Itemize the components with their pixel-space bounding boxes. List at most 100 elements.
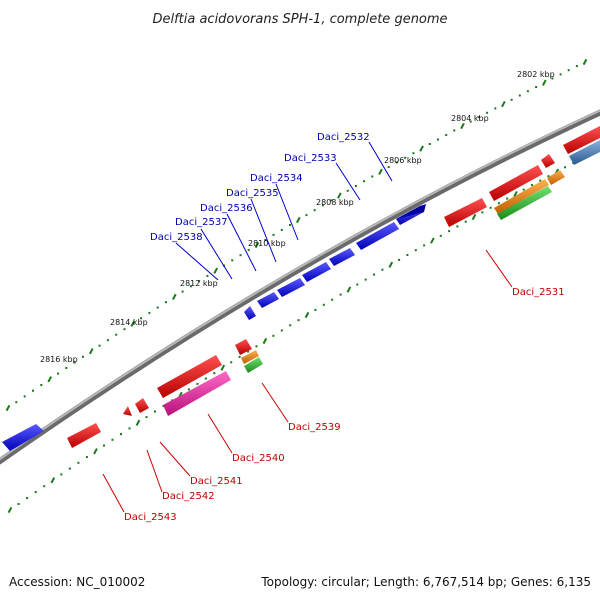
gene-feature-red-upper-c[interactable]: [563, 126, 600, 154]
minor-tick-dot: [313, 209, 316, 212]
minor-tick-dot: [497, 202, 500, 205]
gene-label-2539[interactable]: Daci_2539: [288, 422, 341, 433]
gene-feature-2543[interactable]: [67, 423, 101, 448]
minor-tick-dot: [115, 333, 118, 336]
gene-label-2537[interactable]: Daci_2537: [175, 217, 228, 228]
gene-feature-2536[interactable]: [277, 278, 305, 297]
gene-feature-left-blue[interactable]: [2, 424, 44, 451]
minor-tick-dot: [123, 328, 126, 331]
gene-feature-2533[interactable]: [356, 222, 399, 250]
gene-label-2542[interactable]: Daci_2542: [162, 491, 215, 502]
minor-tick-dot: [414, 249, 417, 252]
minor-tick-dot: [40, 384, 43, 386]
minor-tick-dot: [238, 355, 241, 358]
leader-lines: [102, 141, 513, 513]
minor-tick-dot: [289, 324, 292, 327]
minor-tick-dot: [494, 107, 497, 110]
minor-tick-dot: [456, 225, 459, 228]
gene-feature-red-upper-b[interactable]: [541, 154, 555, 168]
minor-tick-dot: [551, 77, 554, 80]
minor-tick-dot: [331, 298, 334, 301]
minor-tick-dot: [469, 120, 472, 123]
major-tick-mark: [93, 448, 98, 455]
gene-feature-2541[interactable]: [135, 398, 149, 413]
minor-tick-dot: [297, 319, 300, 322]
gene-feature-red-upper-a[interactable]: [489, 165, 543, 201]
tick-labels: 2802 kbp 2804 kbp 2806 kbp 2808 kbp 2810…: [40, 70, 555, 364]
gene-feature-2535[interactable]: [302, 262, 331, 282]
minor-tick-dot: [522, 188, 525, 191]
major-tick-mark: [296, 216, 301, 224]
minor-tick-dot: [187, 388, 190, 391]
major-tick-mark: [471, 213, 477, 221]
gene-label-2536[interactable]: Daci_2536: [200, 203, 253, 214]
gene-label-2535[interactable]: Daci_2535: [226, 188, 279, 199]
minor-tick-dot: [98, 344, 101, 347]
gene-label-2543[interactable]: Daci_2543: [124, 512, 177, 523]
gene-label-2532[interactable]: Daci_2532: [317, 132, 370, 143]
gene-labels-forward: Daci_2532 Daci_2533 Daci_2534 Daci_2535 …: [150, 132, 370, 243]
minor-tick-dot: [206, 274, 209, 277]
minor-tick-dot: [354, 185, 357, 187]
gene-feature-2538[interactable]: [244, 306, 256, 320]
minor-tick-dot: [539, 179, 542, 182]
gene-label-2540[interactable]: Daci_2540: [232, 453, 285, 464]
gene-feature-2542[interactable]: [123, 406, 132, 416]
gene-label-2531[interactable]: Daci_2531: [512, 287, 565, 298]
minor-tick-dot: [464, 220, 467, 223]
minor-tick-dot: [339, 293, 342, 296]
minor-tick-dot: [34, 491, 37, 494]
accession-text: Accession: NC_010002: [9, 575, 145, 589]
minor-tick-dot: [506, 197, 509, 200]
gene-feature-2531[interactable]: [444, 198, 487, 227]
tick-label-2814: 2814 kbp: [110, 318, 148, 327]
gene-feature-2532[interactable]: [396, 204, 426, 225]
minor-tick-dot: [26, 497, 29, 499]
minor-tick-dot: [381, 268, 384, 271]
minor-tick-dot: [406, 254, 409, 256]
tick-label-2806: 2806 kbp: [384, 156, 422, 165]
minor-tick-dot: [423, 244, 426, 247]
minor-tick-dot: [239, 254, 242, 257]
gene-label-2533[interactable]: Daci_2533: [284, 153, 337, 164]
minor-tick-dot: [526, 90, 529, 93]
gene-feature-2537[interactable]: [257, 292, 279, 308]
minor-tick-dot: [346, 189, 349, 192]
minor-tick-dot: [43, 485, 46, 488]
minor-tick-dot: [535, 86, 538, 88]
gene-feature-2540[interactable]: [157, 355, 231, 416]
major-tick-mark: [501, 100, 506, 108]
minor-tick-dot: [396, 161, 398, 164]
minor-tick-dot: [280, 228, 283, 231]
gene-feature-2539[interactable]: [235, 339, 263, 373]
minor-tick-dot: [477, 116, 480, 119]
minor-tick-dot: [439, 234, 442, 237]
major-tick-mark: [47, 376, 52, 383]
minor-tick-dot: [356, 283, 359, 286]
minor-tick-dot: [106, 339, 109, 342]
minor-tick-dot: [82, 355, 84, 358]
outer-dotted-track: [5, 58, 588, 412]
gene-feature-green-upper[interactable]: [497, 186, 552, 220]
gene-feature-orange-upper[interactable]: [494, 170, 565, 214]
minor-tick-dot: [559, 73, 562, 76]
gene-feature-steel-blue[interactable]: [569, 140, 600, 165]
major-tick-mark: [513, 190, 518, 198]
gene-label-2541[interactable]: Daci_2541: [190, 476, 243, 487]
topology-text: Topology: circular; Length: 6,767,514 bp…: [260, 575, 591, 589]
minor-tick-dot: [77, 461, 80, 464]
major-tick-mark: [135, 419, 141, 426]
gene-label-2534[interactable]: Daci_2534: [250, 173, 303, 184]
gene-feature-2534[interactable]: [329, 248, 355, 266]
minor-tick-dot: [437, 138, 439, 141]
minor-tick-dot: [111, 438, 114, 441]
major-tick-mark: [5, 404, 11, 412]
minor-tick-dot: [567, 69, 570, 72]
minor-tick-dot: [575, 65, 578, 68]
minor-tick-dot: [387, 166, 390, 169]
reverse-strand-genes: [67, 126, 600, 448]
tick-label-2812: 2812 kbp: [180, 279, 218, 288]
gene-label-2538[interactable]: Daci_2538: [150, 232, 203, 243]
minor-tick-dot: [255, 345, 258, 348]
